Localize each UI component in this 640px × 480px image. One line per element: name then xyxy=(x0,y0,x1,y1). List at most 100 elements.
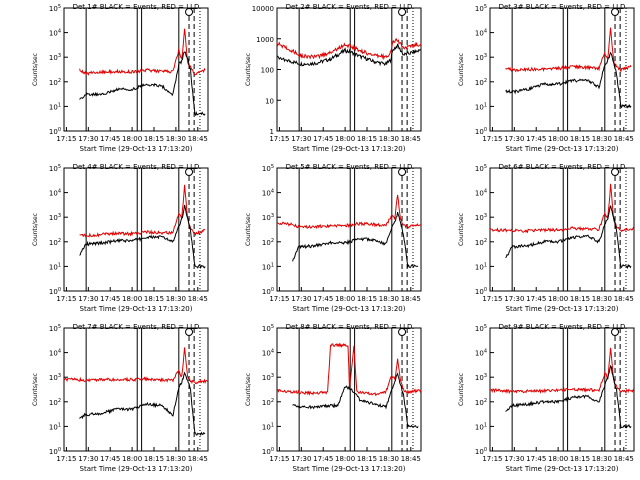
panel-title: Det 7# BLACK = Events, RED = LLD xyxy=(73,323,200,331)
x-tick-label: 17:15 xyxy=(56,135,76,143)
y-tick-label: 104 xyxy=(262,349,274,358)
y-tick-label: 103 xyxy=(49,53,61,62)
y-axis-label: Counts/sec xyxy=(458,213,465,246)
y-tick-label: 104 xyxy=(475,349,487,358)
x-tick-label: 17:45 xyxy=(526,455,546,463)
y-tick-label: 100 xyxy=(261,67,274,75)
x-tick-label: 18:45 xyxy=(614,455,634,463)
x-axis-label: Start Time (29-Oct-13 17:13:20) xyxy=(293,145,406,153)
panel-title: Det 3# BLACK = Events, RED = LLD xyxy=(499,3,626,11)
y-tick-label: 105 xyxy=(49,164,61,173)
x-tick-label: 18:00 xyxy=(548,295,568,303)
x-tick-label: 17:45 xyxy=(526,295,546,303)
y-axis-label: Counts/sec xyxy=(458,373,465,406)
y-axis-label: Counts/sec xyxy=(32,373,39,406)
series-events xyxy=(276,43,422,67)
plot-frame xyxy=(489,7,635,132)
y-tick-label: 102 xyxy=(475,238,487,247)
y-tick-label: 102 xyxy=(49,238,61,247)
plot-frame xyxy=(489,167,635,292)
y-tick-label: 101 xyxy=(49,422,61,431)
series-lld xyxy=(79,28,206,76)
y-tick-label: 103 xyxy=(262,213,274,222)
y-tick-label: 102 xyxy=(262,398,274,407)
y-tick-label: 102 xyxy=(475,398,487,407)
y-tick-label: 1 xyxy=(270,128,274,136)
series-lld xyxy=(63,347,209,385)
y-tick-label: 104 xyxy=(262,189,274,198)
series-events xyxy=(292,211,419,269)
x-tick-label: 18:15 xyxy=(357,295,377,303)
y-tick-label: 101 xyxy=(262,422,274,431)
series-lld xyxy=(276,37,422,61)
x-tick-label: 17:30 xyxy=(291,455,311,463)
x-axis-label: Start Time (29-Oct-13 17:13:20) xyxy=(506,305,619,313)
x-tick-label: 18:15 xyxy=(357,135,377,143)
y-tick-label: 1000 xyxy=(256,36,274,44)
event-circle-marker xyxy=(611,328,620,336)
series-events xyxy=(79,371,206,436)
y-tick-label: 10 xyxy=(265,97,274,105)
y-tick-label: 101 xyxy=(262,262,274,271)
plot-frame xyxy=(276,7,422,132)
x-axis-label: Start Time (29-Oct-13 17:13:20) xyxy=(506,465,619,473)
plot-frame xyxy=(276,327,422,452)
y-tick-label: 104 xyxy=(475,189,487,198)
x-tick-label: 18:45 xyxy=(188,135,208,143)
x-tick-label: 18:00 xyxy=(122,455,142,463)
series-lld xyxy=(505,27,632,73)
y-tick-label: 104 xyxy=(49,349,61,358)
panel-title: Det 8# BLACK = Events, RED = LLD xyxy=(286,323,413,331)
y-tick-label: 102 xyxy=(475,78,487,87)
x-tick-label: 18:30 xyxy=(592,455,612,463)
y-tick-label: 100 xyxy=(475,287,487,296)
plot-frame xyxy=(63,167,209,292)
x-tick-label: 18:00 xyxy=(335,455,355,463)
x-tick-label: 17:15 xyxy=(482,455,502,463)
series-lld xyxy=(276,194,422,230)
x-tick-label: 18:15 xyxy=(570,455,590,463)
x-tick-label: 17:30 xyxy=(78,455,98,463)
series-lld xyxy=(489,347,635,395)
y-tick-label: 104 xyxy=(475,29,487,38)
x-tick-label: 18:15 xyxy=(357,455,377,463)
y-tick-label: 105 xyxy=(49,4,61,13)
x-tick-label: 18:15 xyxy=(144,135,164,143)
x-tick-label: 18:00 xyxy=(122,295,142,303)
event-circle-marker xyxy=(611,168,620,176)
x-tick-label: 17:45 xyxy=(313,455,333,463)
panel-title: Det 9# BLACK = Events, RED = LLD xyxy=(499,323,626,331)
x-axis-label: Start Time (29-Oct-13 17:13:20) xyxy=(293,465,406,473)
series-events xyxy=(505,51,632,109)
x-tick-label: 18:30 xyxy=(379,295,399,303)
panel-title: Det 6# BLACK = Events, RED = LLD xyxy=(499,163,626,171)
x-tick-label: 17:15 xyxy=(56,455,76,463)
panel-title: Det 4# BLACK = Events, RED = LLD xyxy=(73,163,200,171)
x-tick-label: 17:30 xyxy=(78,295,98,303)
x-tick-label: 18:45 xyxy=(401,295,421,303)
y-tick-label: 103 xyxy=(49,213,61,222)
x-tick-label: 17:45 xyxy=(526,135,546,143)
x-tick-label: 17:15 xyxy=(482,295,502,303)
panel-title: Det 2# BLACK = Events, RED = LLD xyxy=(286,3,413,11)
x-tick-label: 17:15 xyxy=(269,455,289,463)
x-tick-label: 18:30 xyxy=(379,135,399,143)
panel-title: Det 1# BLACK = Events, RED = LLD xyxy=(73,3,200,11)
y-axis-label: Counts/sec xyxy=(458,53,465,86)
y-tick-label: 105 xyxy=(475,324,487,333)
detector-panel-2: 1 10 100 1000 10000 17:15 17:30 17:45 18:00 18:15… xyxy=(245,3,422,153)
y-tick-label: 102 xyxy=(49,78,61,87)
x-tick-label: 18:15 xyxy=(144,295,164,303)
y-tick-label: 100 xyxy=(49,127,61,136)
y-tick-label: 104 xyxy=(49,189,61,198)
y-tick-label: 105 xyxy=(475,164,487,173)
y-tick-label: 103 xyxy=(262,373,274,382)
y-tick-label: 103 xyxy=(475,213,487,222)
series-events xyxy=(292,372,419,429)
